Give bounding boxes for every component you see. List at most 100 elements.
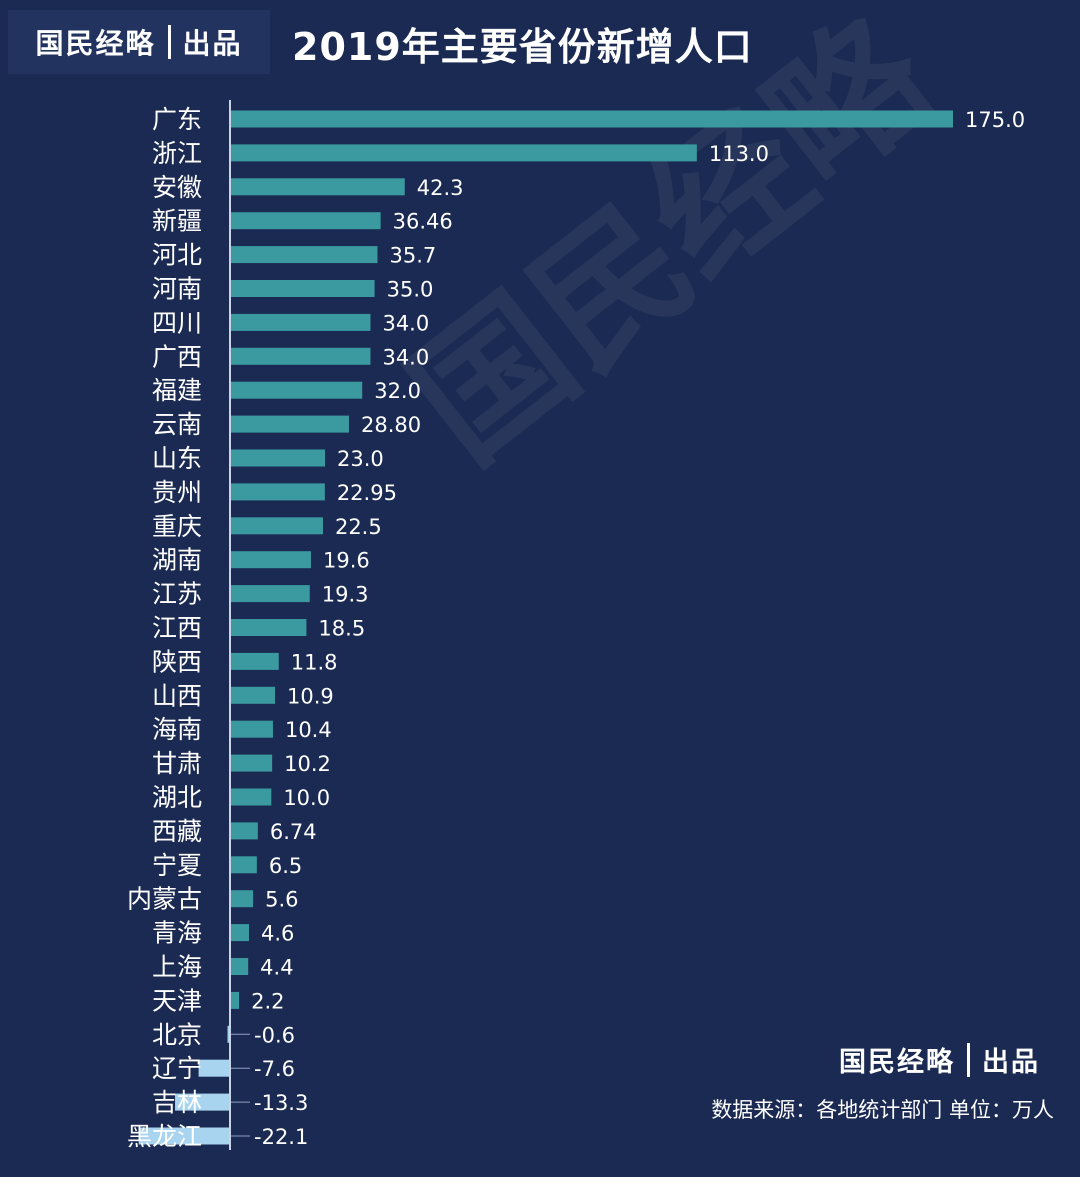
category-label: 宁夏 xyxy=(152,851,202,880)
category-label: 甘肃 xyxy=(152,749,202,778)
value-label: 34.0 xyxy=(382,311,429,335)
bar xyxy=(230,178,405,196)
category-label: 贵州 xyxy=(152,478,202,507)
bar xyxy=(230,347,371,365)
bar xyxy=(230,924,250,942)
bar xyxy=(230,280,375,297)
category-label: 云南 xyxy=(152,410,202,439)
value-label: 36.46 xyxy=(393,210,453,234)
value-label: 10.0 xyxy=(283,786,330,810)
value-label: -22.1 xyxy=(254,1125,308,1149)
bar xyxy=(230,585,310,603)
bar xyxy=(230,890,254,908)
category-label: 西藏 xyxy=(152,817,202,846)
bar xyxy=(230,619,307,636)
value-label: 11.8 xyxy=(291,650,338,674)
bar xyxy=(227,1025,230,1043)
bar xyxy=(138,1127,230,1145)
category-label: 青海 xyxy=(152,919,202,948)
category-label: 福建 xyxy=(152,376,202,405)
category-label: 山西 xyxy=(152,681,202,710)
value-label: 22.5 xyxy=(335,515,382,539)
bar xyxy=(230,212,381,230)
category-label: 河北 xyxy=(152,241,202,270)
brand-logo: 国民经略 出品 xyxy=(8,10,270,74)
category-label: 北京 xyxy=(152,1020,202,1049)
bar xyxy=(230,313,371,331)
bar xyxy=(230,856,257,874)
bar xyxy=(230,110,953,128)
value-label: 6.5 xyxy=(269,854,302,878)
category-label: 内蒙古 xyxy=(127,885,202,914)
value-label: 19.3 xyxy=(322,583,369,607)
bar xyxy=(230,483,325,501)
value-label: 175.0 xyxy=(965,108,1025,132)
value-label: 6.74 xyxy=(270,820,317,844)
bar xyxy=(230,415,349,433)
value-label: -0.6 xyxy=(254,1023,295,1047)
value-label: 113.0 xyxy=(709,142,769,166)
footer-brand-suffix: 出品 xyxy=(982,1047,1040,1078)
category-label: 重庆 xyxy=(152,512,202,541)
category-label: 辽宁 xyxy=(152,1054,202,1083)
value-label: 4.4 xyxy=(260,956,293,980)
category-label: 广东 xyxy=(152,105,202,134)
bar xyxy=(230,686,276,704)
value-label: 34.0 xyxy=(382,345,429,369)
category-label: 陕西 xyxy=(152,647,202,676)
category-label: 浙江 xyxy=(152,139,202,168)
category-label: 天津 xyxy=(152,986,202,1015)
category-label: 新疆 xyxy=(152,207,202,236)
bar xyxy=(230,991,240,1009)
value-label: 42.3 xyxy=(417,176,464,200)
value-label: 32.0 xyxy=(374,379,421,403)
bar xyxy=(230,551,311,569)
value-label: 5.6 xyxy=(265,888,298,912)
value-label: 10.9 xyxy=(287,684,334,708)
value-label: 19.6 xyxy=(323,549,370,573)
source-note: 数据来源：各地统计部门 单位：万人 xyxy=(711,1098,1054,1122)
value-label: -13.3 xyxy=(254,1091,308,1115)
chart-title: 2019年主要省份新增人口 xyxy=(292,25,753,69)
brand-suffix: 出品 xyxy=(182,27,243,60)
header: 国民经略 出品 2019年主要省份新增人口 xyxy=(0,0,1080,84)
bar xyxy=(230,788,272,806)
category-label: 江苏 xyxy=(152,580,202,609)
category-label: 安徽 xyxy=(152,173,202,202)
footer-brand: 国民经略 出品 xyxy=(839,1040,1040,1079)
category-label: 四川 xyxy=(152,308,202,337)
bar xyxy=(230,517,323,535)
category-label: 湖北 xyxy=(152,783,202,812)
value-label: -7.6 xyxy=(254,1057,295,1081)
value-label: 23.0 xyxy=(337,447,384,471)
bar xyxy=(230,754,273,772)
bar xyxy=(230,381,363,399)
value-label: 10.2 xyxy=(284,752,331,776)
bar xyxy=(230,958,249,975)
footer-brand-name: 国民经略 xyxy=(839,1047,955,1078)
category-label: 广西 xyxy=(152,342,202,371)
value-label: 4.6 xyxy=(261,922,294,946)
category-label: 湖南 xyxy=(152,546,202,575)
value-label: 35.7 xyxy=(389,244,436,268)
category-label: 吉林 xyxy=(152,1088,202,1117)
category-label: 上海 xyxy=(152,953,202,982)
bar xyxy=(230,822,258,840)
bar xyxy=(175,1093,230,1111)
category-label: 山东 xyxy=(152,444,202,473)
category-label: 河南 xyxy=(152,275,202,304)
category-label: 黑龙江 xyxy=(127,1122,202,1151)
bar xyxy=(230,144,697,162)
bar xyxy=(230,449,326,467)
brand-separator xyxy=(167,25,171,59)
value-label: 35.0 xyxy=(387,278,434,302)
value-label: 22.95 xyxy=(337,481,397,505)
value-label: 18.5 xyxy=(318,617,365,641)
bar xyxy=(198,1059,230,1077)
value-label: 10.4 xyxy=(285,718,332,742)
bar xyxy=(230,720,273,738)
category-label: 海南 xyxy=(152,715,202,744)
value-label: 2.2 xyxy=(251,989,284,1013)
bar xyxy=(230,652,279,670)
